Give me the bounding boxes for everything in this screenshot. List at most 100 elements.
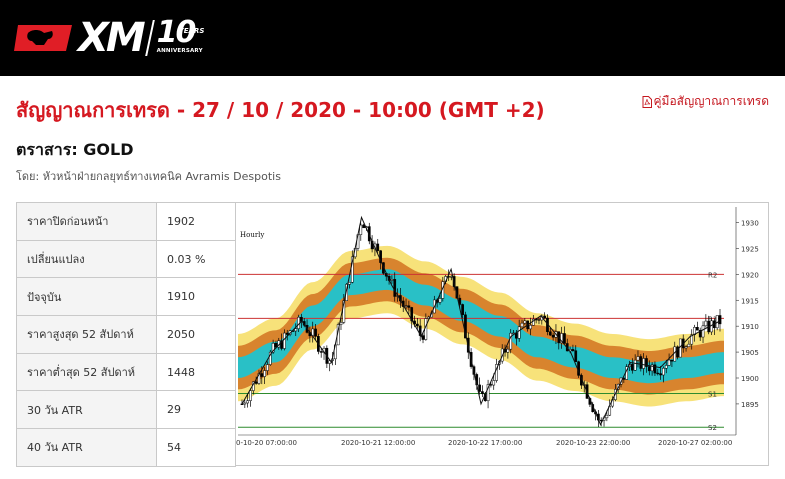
price-stats-table: ราคาปิดก่อนหน้า 1902 เปลี่ยนแปลง 0.03 % ปั… — [16, 202, 236, 467]
table-row: ปัจจุบัน 1910 — [16, 277, 236, 317]
candle-body — [416, 323, 419, 327]
author-byline: โดย: หัวหน้าฝ่ายกลยุทธ์ทางเทคนิค Avramis… — [16, 170, 281, 183]
candle-body — [659, 373, 662, 376]
candle-body — [438, 298, 442, 303]
y-tick-label: 1910 — [741, 323, 759, 331]
table-row: ราคาสูงสุด 52 สัปดาห์ 2050 — [16, 315, 236, 354]
anniversary-number: 10 — [156, 15, 197, 50]
candle-body — [404, 305, 408, 307]
x-tick-label: 2020-10-27 02:00:00 — [658, 439, 732, 447]
candle-body — [283, 332, 286, 349]
stat-label: เปลี่ยนแปลง — [16, 239, 157, 279]
stat-value: 54 — [156, 428, 236, 467]
candle-body — [571, 349, 575, 351]
candle-body — [390, 279, 394, 281]
candle-body — [285, 332, 289, 335]
candle-body — [486, 384, 490, 402]
candle-body — [696, 327, 699, 331]
candle-body — [379, 250, 382, 263]
candle-body — [551, 334, 555, 338]
candle-body — [243, 402, 247, 405]
anniversary-badge: 10 YEARS ANNIVERSARY — [157, 18, 215, 58]
band-teal — [238, 269, 724, 384]
site-header: XM 10 YEARS ANNIVERSARY — [0, 0, 785, 76]
candle-body — [478, 384, 481, 392]
stat-value: 2050 — [156, 315, 236, 354]
trading-signals-guide-link[interactable]: คู่มือสัญญาณการเทรด — [642, 92, 769, 111]
bull-logo-icon — [14, 25, 72, 51]
stat-label: 40 วัน ATR — [16, 428, 157, 467]
table-row: 40 วัน ATR 54 — [16, 428, 236, 467]
table-row: เปลี่ยนแปลง 0.03 % — [16, 239, 236, 279]
candle-body — [268, 351, 272, 365]
logo-divider — [144, 20, 155, 56]
candle-body — [645, 358, 648, 367]
candle-body — [636, 356, 640, 361]
candle-body — [260, 373, 264, 377]
candle-body — [650, 364, 654, 372]
candle-body — [710, 320, 713, 333]
candle-body — [684, 346, 688, 349]
pdf-icon — [642, 95, 652, 108]
candle-body — [543, 315, 546, 319]
stat-label: ราคาต่ำสุด 52 สัปดาห์ — [16, 352, 157, 392]
candle-body — [523, 320, 527, 324]
candle-body — [509, 332, 513, 350]
candle-body — [449, 276, 453, 278]
page-title: สัญญาณการเทรด - 27 / 10 / 2020 - 10:00 (… — [16, 98, 545, 122]
candle-body — [506, 348, 510, 353]
level-label-s2: S2 — [708, 424, 717, 432]
level-label-r2: R2 — [708, 271, 717, 279]
stat-value: 1902 — [156, 202, 236, 241]
candle-body — [464, 314, 467, 339]
chart-title: Hourly — [240, 231, 264, 239]
table-row: 30 วัน ATR 29 — [16, 390, 236, 430]
candle-body — [294, 328, 298, 332]
y-tick-label: 1930 — [741, 220, 759, 228]
stat-label: ปัจจุบัน — [16, 277, 157, 317]
xm-logo[interactable]: XM 10 YEARS ANNIVERSARY — [14, 14, 215, 62]
stat-label: ราคาสูงสุด 52 สัปดาห์ — [16, 315, 157, 354]
candle-body — [630, 364, 634, 371]
candle-body — [271, 343, 275, 353]
level-label-s1: S1 — [708, 391, 717, 399]
candle-body — [537, 319, 541, 321]
candle-body — [667, 359, 671, 366]
candle-body — [574, 350, 578, 362]
candle-body — [481, 391, 484, 395]
candle-body — [410, 307, 414, 322]
candle-body — [529, 325, 532, 330]
x-tick-label: 2020-10-22 17:00:00 — [448, 439, 522, 447]
candle-body — [563, 333, 566, 344]
x-tick-label: 2020-10-21 12:00:00 — [341, 439, 415, 447]
candle-body — [517, 326, 521, 339]
candle-body — [647, 366, 651, 372]
candle-body — [461, 304, 464, 316]
candle-body — [492, 380, 496, 386]
candle-body — [314, 328, 317, 337]
candle-body — [274, 343, 278, 348]
candle-body — [687, 343, 691, 347]
stat-value: 0.03 % — [156, 239, 236, 279]
candle-body — [359, 224, 363, 235]
candle-body — [362, 224, 365, 229]
candle-body — [653, 364, 657, 374]
y-tick-label: 1905 — [741, 349, 759, 357]
candle-body — [407, 305, 411, 308]
x-tick-label: 2020-10-23 22:00:00 — [556, 439, 630, 447]
candle-body — [280, 340, 283, 349]
candle-body — [418, 325, 422, 336]
anniversary-sub: ANNIVERSARY — [156, 48, 203, 54]
candle-body — [704, 320, 708, 327]
candle-body — [421, 335, 425, 340]
candle-body — [240, 403, 244, 405]
candle-body — [319, 351, 323, 353]
candle-body — [718, 315, 722, 325]
candle-body — [263, 370, 266, 377]
candle-body — [670, 359, 674, 362]
candle-body — [376, 243, 380, 251]
y-tick-label: 1900 — [741, 375, 759, 383]
candle-body — [254, 381, 258, 384]
y-tick-label: 1895 — [741, 401, 759, 409]
candle-body — [639, 356, 643, 369]
